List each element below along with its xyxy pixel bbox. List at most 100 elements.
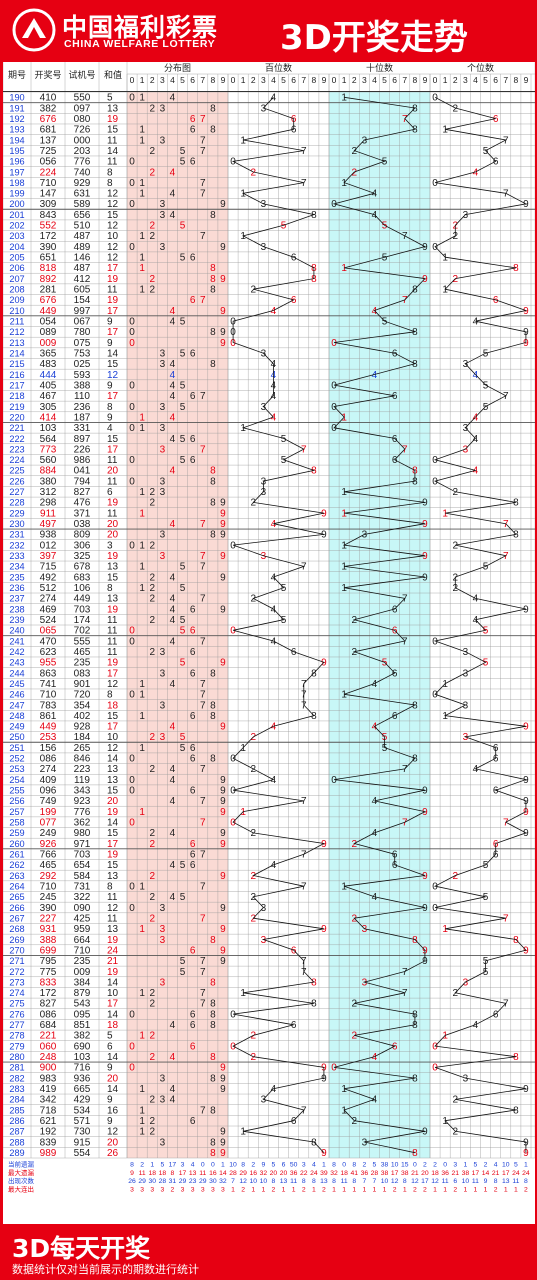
sum-value: 12 — [107, 370, 119, 381]
stat-value: 29 — [138, 1178, 146, 1185]
sum-value: 8 — [107, 583, 113, 594]
stat-value: 24 — [512, 1170, 520, 1177]
distribution-digit: 7 — [200, 818, 206, 829]
distribution-digit: 3 — [160, 530, 166, 541]
distribution-digit: 3 — [160, 924, 166, 935]
trend-digit: 2 — [452, 487, 458, 498]
trend-digit: 5 — [483, 626, 489, 637]
issue-number: 277 — [9, 1020, 24, 1030]
digit-header: 0 — [433, 75, 438, 85]
distribution-digit: 5 — [180, 626, 186, 637]
draw-number: 684 — [40, 1020, 57, 1031]
test-number: 753 — [74, 348, 91, 359]
trend-digit: 8 — [513, 935, 519, 946]
trend-digit: 2 — [351, 647, 357, 658]
distribution-digit: 8 — [210, 103, 216, 114]
trend-digit: 0 — [432, 636, 438, 647]
stat-value: 10 — [260, 1178, 268, 1185]
sum-value: 11 — [107, 135, 118, 146]
trend-digit: 2 — [250, 1031, 256, 1042]
trend-digit: 3 — [463, 1073, 469, 1084]
distribution-digit: 7 — [200, 796, 206, 807]
sum-value: 13 — [107, 103, 119, 114]
trend-digit: 2 — [250, 285, 256, 296]
stat-value: 8 — [171, 1170, 175, 1177]
sum-value: 5 — [107, 1031, 113, 1042]
distribution-digit: 7 — [200, 178, 206, 189]
distribution-digit: 4 — [170, 722, 176, 733]
distribution-digit: 1 — [139, 988, 145, 999]
trend-digit: 5 — [483, 967, 489, 978]
logo-english-text: CHINA WELFARE LOTTERY — [64, 38, 216, 50]
distribution-digit: 9 — [220, 604, 226, 615]
distribution-digit: 6 — [190, 743, 196, 754]
trend-digit: 3 — [463, 210, 469, 221]
trend-digit: 2 — [250, 892, 256, 903]
draw-number: 249 — [40, 828, 57, 839]
trend-digit: 9 — [321, 658, 327, 669]
test-number: 223 — [74, 764, 91, 775]
issue-number: 284 — [9, 1095, 24, 1105]
stat-value: 17 — [421, 1178, 429, 1185]
distribution-digit: 0 — [129, 636, 135, 647]
trend-digit: 7 — [503, 818, 509, 829]
stat-value: 1 — [261, 1186, 265, 1193]
sum-value: 11 — [107, 615, 118, 626]
test-number: 412 — [74, 274, 91, 285]
test-number: 730 — [74, 1127, 91, 1138]
distribution-digit: 1 — [139, 423, 145, 434]
stat-value: 2 — [393, 1186, 397, 1193]
test-number: 354 — [74, 700, 91, 711]
trend-digit: 3 — [463, 359, 469, 370]
trend-digit: 2 — [351, 167, 357, 178]
issue-number: 192 — [9, 114, 24, 124]
stat-value: 11 — [341, 1178, 348, 1185]
distribution-digit: 6 — [190, 253, 196, 264]
trend-digit: 4 — [271, 1084, 277, 1095]
issue-number: 287 — [9, 1127, 24, 1137]
issue-number: 285 — [9, 1105, 24, 1115]
issue-number: 248 — [9, 711, 24, 721]
distribution-digit: 2 — [149, 221, 155, 232]
distribution-digit: 3 — [160, 1073, 166, 1084]
test-number: 710 — [74, 945, 91, 956]
trend-digit: 9 — [422, 807, 428, 818]
distribution-digit: 9 — [220, 658, 226, 669]
draw-number: 274 — [40, 764, 57, 775]
sum-value: 10 — [107, 988, 119, 999]
trend-digit: 1 — [341, 263, 347, 274]
sum-value: 19 — [107, 498, 119, 509]
distribution-digit: 9 — [220, 1148, 226, 1159]
sum-value: 19 — [107, 658, 119, 669]
draw-number: 380 — [40, 476, 57, 487]
stat-value: 21 — [411, 1170, 419, 1177]
sum-value: 14 — [107, 1009, 119, 1020]
stat-value: 28 — [159, 1178, 167, 1185]
issue-number: 232 — [9, 540, 24, 550]
trend-digit: 6 — [493, 849, 499, 860]
sum-value: 11 — [107, 508, 118, 519]
distribution-digit: 5 — [180, 402, 186, 413]
draw-number: 676 — [40, 114, 57, 125]
test-number: 119 — [74, 775, 90, 786]
draw-number: 931 — [40, 924, 57, 935]
trend-digit: 6 — [493, 114, 499, 125]
distribution-digit: 8 — [210, 476, 216, 487]
distribution-digit: 0 — [129, 316, 135, 327]
trend-digit: 7 — [402, 967, 408, 978]
draw-number: 409 — [40, 775, 57, 786]
trend-digit: 7 — [301, 146, 307, 157]
issue-number: 224 — [9, 455, 24, 465]
distribution-digit: 0 — [129, 1063, 135, 1074]
trend-digit: 5 — [483, 892, 489, 903]
distribution-digit: 8 — [210, 1052, 216, 1063]
trend-digit: 9 — [523, 604, 529, 615]
stat-value: 2 — [423, 1186, 427, 1193]
draw-number: 172 — [40, 988, 57, 999]
distribution-digit: 5 — [180, 967, 186, 978]
stat-value: 3 — [160, 1186, 164, 1193]
distribution-digit: 6 — [190, 348, 196, 359]
distribution-digit: 9 — [220, 796, 226, 807]
distribution-digit: 7 — [200, 1105, 206, 1116]
distribution-digit: 1 — [139, 412, 145, 423]
